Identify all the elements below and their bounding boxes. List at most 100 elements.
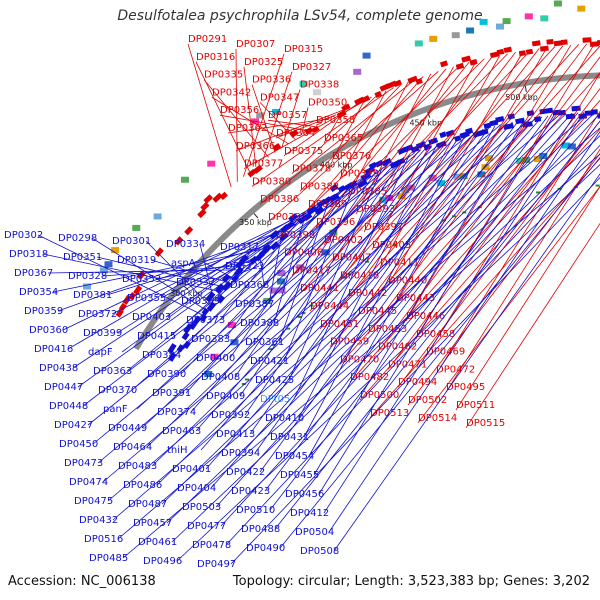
gene-label-dp0515[interactable]: DP0515 xyxy=(466,418,505,429)
gene-label-dp0425[interactable]: DP0425 xyxy=(255,375,294,386)
gene-label-dp0494[interactable]: DP0494 xyxy=(398,377,437,388)
gene-label-dp0381[interactable]: DP0381 xyxy=(73,290,112,301)
gene-label-dp0427[interactable]: DP0427 xyxy=(54,420,93,431)
gene-label-dp0474[interactable]: DP0474 xyxy=(69,477,108,488)
gene-label-dp0411[interactable]: DP0411 xyxy=(380,258,419,269)
gene-label-dp0447[interactable]: DP0447 xyxy=(44,382,83,393)
gene-label-dp0316[interactable]: DP0316 xyxy=(196,52,235,63)
gene-label-dp0377[interactable]: DP0377 xyxy=(244,159,283,170)
gene-label-dp0416[interactable]: DP0416 xyxy=(34,344,73,355)
gene-label-dp0359[interactable]: DP0359 xyxy=(24,306,63,317)
gene-label-dp0388[interactable]: DP0388 xyxy=(240,318,279,329)
gene-label-dp0380[interactable]: DP0380 xyxy=(252,176,291,187)
gene-label-dp0459[interactable]: DP0459 xyxy=(330,337,369,348)
gene-label-dp0355[interactable]: DP0355 xyxy=(127,293,166,304)
gene-label-dp0516[interactable]: DP0516 xyxy=(84,534,123,545)
gene-label-dp0291[interactable]: DP0291 xyxy=(188,34,227,45)
gene-label-thih[interactable]: thiH xyxy=(167,445,188,456)
gene-label-dp0302[interactable]: DP0302 xyxy=(4,230,43,241)
gene-label-dp0475[interactable]: DP0475 xyxy=(74,496,113,507)
gene-label-dp0390[interactable]: DP0390 xyxy=(147,369,186,380)
gene-label-dp0398[interactable]: DP0398 xyxy=(276,230,315,241)
gene-label-dp0393[interactable]: DP0393 xyxy=(356,204,395,215)
gene-label-dp0353[interactable]: DP0353 xyxy=(122,274,161,285)
gene-label-dp0446[interactable]: DP0446 xyxy=(406,311,445,322)
gene-label-dpt05[interactable]: DPt05 xyxy=(260,394,290,405)
gene-label-dp0317[interactable]: DP0317 xyxy=(220,242,259,253)
gene-label-dp0335[interactable]: DP0335 xyxy=(204,70,243,81)
gene-label-dp0457[interactable]: DP0457 xyxy=(133,518,172,529)
gene-label-dp0357[interactable]: DP0357 xyxy=(268,110,307,121)
gene-label-dp0356[interactable]: DP0356 xyxy=(220,105,259,116)
gene-label-dp0502[interactable]: DP0502 xyxy=(408,395,447,406)
gene-label-dp0384[interactable]: DP0384 xyxy=(142,350,181,361)
gene-label-dp0315[interactable]: DP0315 xyxy=(284,44,323,55)
gene-label-dp0497[interactable]: DP0497 xyxy=(197,559,236,570)
gene-label-dp0412[interactable]: DP0412 xyxy=(290,508,329,519)
gene-label-dp0318[interactable]: DP0318 xyxy=(9,249,48,260)
gene-label-dp0342[interactable]: DP0342 xyxy=(212,87,251,98)
gene-label-dp0415[interactable]: DP0415 xyxy=(137,331,176,342)
gene-label-dp0448[interactable]: DP0448 xyxy=(49,401,88,412)
gene-label-dp0370[interactable]: DP0370 xyxy=(98,385,137,396)
gene-label-dp0405[interactable]: DP0405 xyxy=(372,240,411,251)
gene-label-dp0373[interactable]: DP0373 xyxy=(186,315,225,326)
gene-label-dp0363[interactable]: DP0363 xyxy=(93,366,132,377)
gene-label-dp0473[interactable]: DP0473 xyxy=(64,458,103,469)
gene-label-dp0408[interactable]: DP0408 xyxy=(201,372,240,383)
gene-label-dapf[interactable]: dapF xyxy=(88,347,113,358)
gene-label-dp0301[interactable]: DP0301 xyxy=(112,236,151,247)
gene-label-dp0395[interactable]: DP0395 xyxy=(268,212,307,223)
gene-label-dp0328[interactable]: DP0328 xyxy=(68,271,107,282)
gene-label-dp0386[interactable]: DP0386 xyxy=(260,194,299,205)
gene-label-dp0477[interactable]: DP0477 xyxy=(187,521,226,532)
gene-label-dp0409[interactable]: DP0409 xyxy=(206,391,245,402)
gene-label-dp0488[interactable]: DP0488 xyxy=(241,524,280,535)
gene-label-dp0366[interactable]: DP0366 xyxy=(236,141,275,152)
gene-label-dp0394[interactable]: DP0394 xyxy=(221,448,260,459)
gene-label-dp0421[interactable]: DP0421 xyxy=(250,356,289,367)
gene-label-dp0323[interactable]: DP0323 xyxy=(225,261,264,272)
gene-label-dp0463[interactable]: DP0463 xyxy=(162,426,201,437)
gene-label-dp0375[interactable]: DP0375 xyxy=(284,146,323,157)
gene-label-dp0432[interactable]: DP0432 xyxy=(79,515,118,526)
gene-label-dp0451[interactable]: DP0451 xyxy=(320,319,359,330)
gene-label-dp0500[interactable]: DP0500 xyxy=(360,390,399,401)
gene-label-dp0462[interactable]: DP0462 xyxy=(378,342,417,353)
gene-label-dp0511[interactable]: DP0511 xyxy=(456,400,495,411)
gene-label-dp0413[interactable]: DP0413 xyxy=(216,429,255,440)
gene-label-dp0319[interactable]: DP0319 xyxy=(117,255,156,266)
gene-label-dp0350[interactable]: DP0350 xyxy=(308,97,347,108)
gene-label-panf[interactable]: panF xyxy=(103,404,128,415)
gene-label-dp0325[interactable]: DP0325 xyxy=(244,57,283,68)
gene-label-dp0458[interactable]: DP0458 xyxy=(416,329,455,340)
gene-label-dp0334[interactable]: DP0334 xyxy=(166,239,205,250)
gene-label-dp0508[interactable]: DP0508 xyxy=(300,546,339,557)
gene-label-dp0332[interactable]: DP0332 xyxy=(176,277,215,288)
gene-label-dp0461[interactable]: DP0461 xyxy=(138,537,177,548)
gene-label-dp0401[interactable]: DP0401 xyxy=(172,464,211,475)
gene-label-dp0369[interactable]: DP0369 xyxy=(181,296,220,307)
gene-label-dp0496[interactable]: DP0496 xyxy=(143,556,182,567)
gene-label-dp0338[interactable]: DP0338 xyxy=(300,80,339,91)
gene-label-dp0442[interactable]: DP0442 xyxy=(348,288,387,299)
gene-label-dp0382[interactable]: DP0382 xyxy=(300,181,339,192)
gene-label-dp0514[interactable]: DP0514 xyxy=(418,413,457,424)
gene-label-dp0486[interactable]: DP0486 xyxy=(123,480,162,491)
gene-label-dp0455[interactable]: DP0455 xyxy=(280,470,319,481)
gene-label-dp0307[interactable]: DP0307 xyxy=(236,39,275,50)
gene-label-dp0495[interactable]: DP0495 xyxy=(446,382,485,393)
gene-label-dp0469[interactable]: DP0469 xyxy=(426,347,465,358)
gene-label-dp0392[interactable]: DP0392 xyxy=(211,410,250,421)
gene-label-dp0351[interactable]: DP0351 xyxy=(63,252,102,263)
gene-label-dp0513[interactable]: DP0513 xyxy=(370,408,409,419)
gene-label-dp0454[interactable]: DP0454 xyxy=(275,451,314,462)
gene-label-dp0387[interactable]: DP0387 xyxy=(235,299,274,310)
gene-label-dp0464[interactable]: DP0464 xyxy=(113,442,152,453)
gene-label-dp0483[interactable]: DP0483 xyxy=(118,461,157,472)
gene-label-dp0367[interactable]: DP0367 xyxy=(14,268,53,279)
gene-label-dp0397[interactable]: DP0397 xyxy=(364,222,403,233)
gene-label-dp0417[interactable]: DP0417 xyxy=(292,265,331,276)
gene-label-dp0362[interactable]: DP0362 xyxy=(228,123,267,134)
gene-label-dp0372[interactable]: DP0372 xyxy=(78,309,117,320)
